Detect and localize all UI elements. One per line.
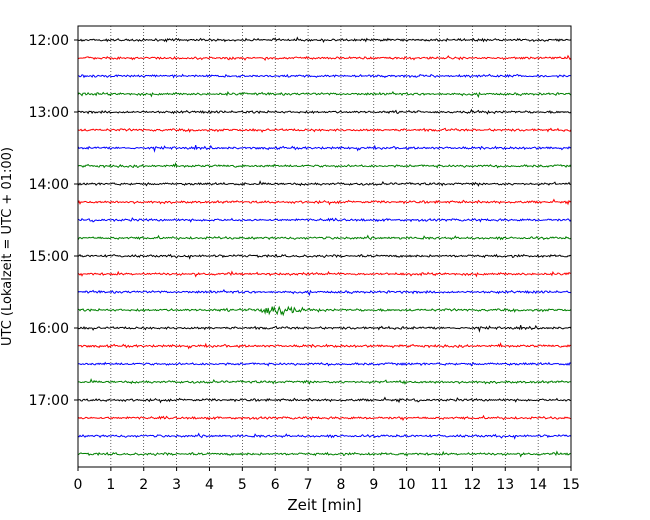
x-tick-label-6: 6 (271, 477, 280, 493)
trace-1645 (77, 378, 572, 385)
x-tick-label-10: 10 (398, 477, 416, 493)
x-axis-label: Zeit [min] (287, 496, 361, 514)
trace-1700 (77, 396, 572, 404)
trace-1715 (77, 414, 572, 422)
x-tick-label-0: 0 (74, 477, 83, 493)
trace-1315 (77, 127, 572, 133)
trace-1330 (77, 144, 572, 153)
x-tick-label-4: 4 (205, 477, 214, 493)
trace-1600 (77, 324, 572, 333)
trace-1400 (77, 180, 572, 187)
x-tick-label-8: 8 (336, 477, 345, 493)
trace-layer (77, 36, 572, 458)
trace-1445 (77, 234, 572, 241)
trace-1245 (77, 90, 572, 99)
x-tick-label-2: 2 (139, 477, 148, 493)
x-tick-label-7: 7 (304, 477, 313, 493)
x-tick-label-13: 13 (496, 477, 514, 493)
y-tick-label-1: 13:00 (29, 105, 69, 121)
trace-1545 (77, 305, 572, 317)
plot-frame (77, 25, 572, 468)
trace-1430 (77, 217, 572, 223)
trace-1515 (77, 270, 572, 278)
trace-1230 (77, 73, 572, 79)
x-tick-label-5: 5 (238, 477, 247, 493)
trace-1745 (77, 450, 572, 458)
y-tick-label-2: 14:00 (29, 177, 69, 193)
y-tick-label-3: 15:00 (29, 249, 69, 265)
y-tick-label-0: 12:00 (29, 33, 69, 49)
x-tick-label-3: 3 (172, 477, 181, 493)
x-axis-ticks: 0 1 2 3 4 5 6 7 8 9 10 11 12 13 14 15 (74, 467, 580, 493)
trace-1415 (77, 198, 572, 206)
x-tick-label-1: 1 (106, 477, 115, 493)
y-tick-label-4: 16:00 (29, 321, 69, 337)
trace-1215 (77, 54, 572, 62)
y-tick-label-5: 17:00 (29, 393, 69, 409)
y-axis-label: UTC (Lokalzeit = UTC + 01:00) (0, 147, 15, 346)
trace-1730 (77, 432, 572, 440)
x-tick-label-14: 14 (529, 477, 547, 493)
x-tick-label-11: 11 (431, 477, 449, 493)
x-tick-label-15: 15 (562, 477, 580, 493)
trace-1200 (77, 36, 572, 44)
trace-1615 (78, 342, 572, 350)
y-axis-ticks: 12:00 13:00 14:00 15:00 16:00 17:00 (29, 33, 78, 409)
x-tick-label-12: 12 (463, 477, 481, 493)
trace-1300 (77, 108, 572, 115)
x-tick-label-9: 9 (369, 477, 378, 493)
trace-1345 (77, 162, 572, 169)
trace-1630 (77, 361, 572, 367)
trace-1530 (77, 288, 572, 297)
trace-1500 (77, 253, 572, 260)
